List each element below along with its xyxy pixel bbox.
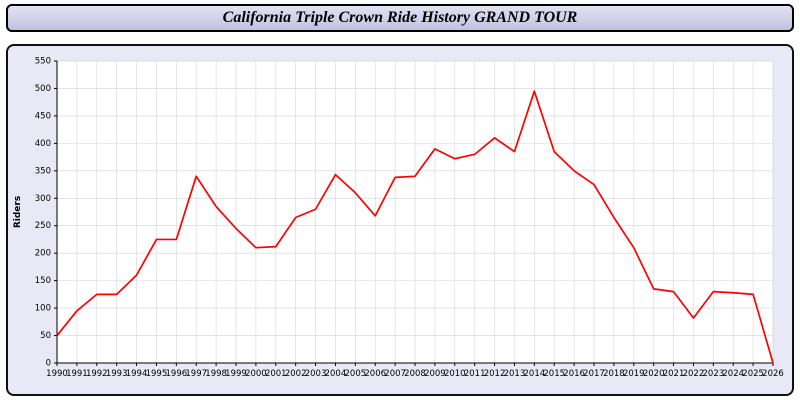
svg-text:2011: 2011: [464, 369, 486, 379]
svg-text:400: 400: [35, 139, 51, 149]
svg-text:2022: 2022: [683, 369, 705, 379]
svg-text:2003: 2003: [305, 369, 327, 379]
svg-text:300: 300: [35, 194, 51, 204]
svg-text:2016: 2016: [563, 369, 585, 379]
title-bar: California Triple Crown Ride History GRA…: [6, 4, 794, 32]
svg-text:2001: 2001: [265, 369, 287, 379]
svg-text:2004: 2004: [325, 369, 347, 379]
svg-text:1999: 1999: [225, 369, 247, 379]
chart-panel: 0 50 100 150 200 250 300 350 400 450 500 550 1990 199…: [6, 44, 794, 396]
svg-text:350: 350: [35, 166, 51, 176]
svg-text:2021: 2021: [663, 369, 685, 379]
svg-text:50: 50: [40, 331, 51, 341]
svg-text:0: 0: [46, 359, 51, 369]
svg-text:2017: 2017: [583, 369, 605, 379]
svg-text:1994: 1994: [126, 369, 148, 379]
svg-text:2014: 2014: [524, 369, 546, 379]
svg-text:1991: 1991: [66, 369, 88, 379]
svg-text:2026: 2026: [762, 369, 784, 379]
svg-text:2024: 2024: [722, 369, 744, 379]
svg-text:2007: 2007: [384, 369, 406, 379]
svg-text:1995: 1995: [146, 369, 168, 379]
svg-text:2020: 2020: [643, 369, 665, 379]
svg-text:1990: 1990: [46, 369, 68, 379]
svg-text:2000: 2000: [245, 369, 267, 379]
svg-text:450: 450: [35, 111, 51, 121]
svg-text:150: 150: [35, 276, 51, 286]
svg-text:1993: 1993: [106, 369, 128, 379]
svg-text:2023: 2023: [703, 369, 725, 379]
svg-text:2002: 2002: [285, 369, 307, 379]
svg-text:2015: 2015: [543, 369, 565, 379]
svg-text:550: 550: [35, 57, 51, 67]
svg-text:Riders: Riders: [13, 196, 23, 228]
svg-text:2019: 2019: [623, 369, 645, 379]
svg-text:100: 100: [35, 304, 51, 314]
svg-text:1996: 1996: [166, 369, 188, 379]
svg-text:2025: 2025: [742, 369, 764, 379]
svg-text:2013: 2013: [504, 369, 526, 379]
svg-text:200: 200: [35, 249, 51, 259]
page-title: California Triple Crown Ride History GRA…: [222, 9, 578, 26]
svg-text:2008: 2008: [404, 369, 426, 379]
svg-text:2010: 2010: [444, 369, 466, 379]
svg-text:1997: 1997: [185, 369, 207, 379]
svg-text:2012: 2012: [484, 369, 506, 379]
svg-text:2006: 2006: [364, 369, 386, 379]
svg-text:1998: 1998: [205, 369, 227, 379]
svg-text:2018: 2018: [603, 369, 625, 379]
chart-svg: 0501001502002503003504004505005501990199…: [13, 57, 784, 380]
svg-text:2009: 2009: [424, 369, 446, 379]
svg-text:1992: 1992: [86, 369, 108, 379]
svg-text:500: 500: [35, 84, 51, 94]
svg-text:250: 250: [35, 221, 51, 231]
svg-text:2005: 2005: [345, 369, 367, 379]
